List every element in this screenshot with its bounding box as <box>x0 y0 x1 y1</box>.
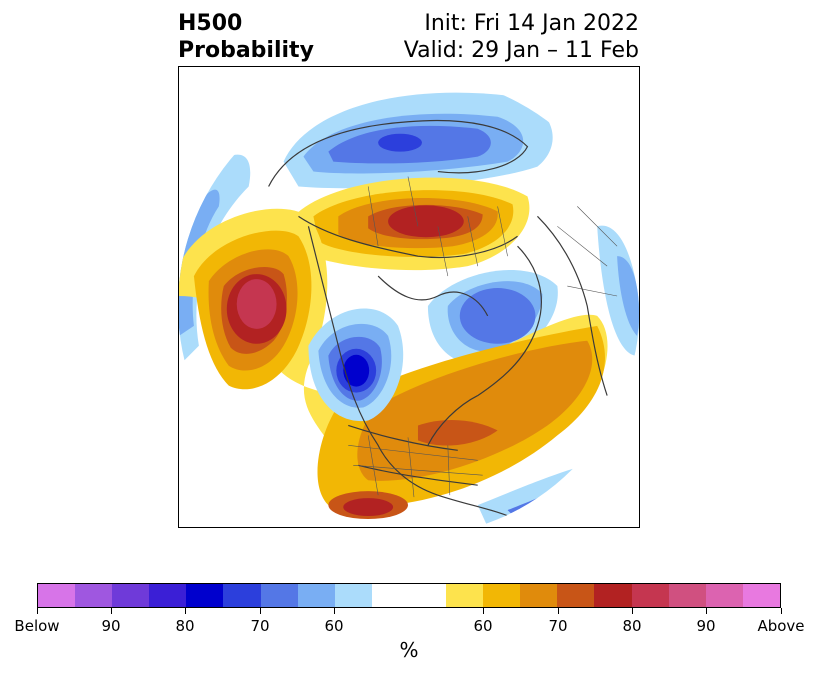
colorbar-tick-label: 70 <box>548 617 568 635</box>
colorbar-swatch <box>483 584 521 607</box>
colorbar-tick <box>333 608 335 614</box>
colorbar-swatch <box>408 584 447 607</box>
colorbar-tick-label: 60 <box>473 617 493 635</box>
colorbar-tick-label: Above <box>757 617 805 635</box>
colorbar-swatch <box>334 584 372 607</box>
colorbar-swatch <box>186 584 224 607</box>
colorbar-swatch <box>557 584 595 607</box>
probability-map <box>179 74 639 527</box>
colorbar-swatch <box>149 584 187 607</box>
colorbar-tick-label: 70 <box>250 617 270 635</box>
colorbar-tick-label: Below <box>14 617 60 635</box>
title-right: Init: Fri 14 Jan 2022 Valid: 29 Jan – 11… <box>404 10 639 64</box>
colorbar-tick <box>705 608 707 614</box>
colorbar-tick <box>631 608 633 614</box>
colorbar-tick <box>259 608 261 614</box>
title-variable: H500 <box>178 11 243 36</box>
colorbar-tick-label: 80 <box>622 617 642 635</box>
probability-shading <box>179 74 639 527</box>
colorbar-swatch <box>668 584 706 607</box>
colorbar-tick <box>780 608 782 614</box>
title-product: Probability <box>178 38 314 63</box>
colorbar-swatch <box>260 584 298 607</box>
colorbar-tick <box>482 608 484 614</box>
colorbar-tick <box>110 608 112 614</box>
colorbar-swatch <box>520 584 558 607</box>
colorbar-tick <box>557 608 559 614</box>
colorbar-tick <box>36 608 38 614</box>
colorbar-swatch <box>38 584 76 607</box>
colorbar-tick-label: 90 <box>696 617 716 635</box>
political-borders <box>348 176 618 498</box>
colorbar-swatch <box>594 584 632 607</box>
colorbar-tick-label: 80 <box>175 617 195 635</box>
colorbar-swatch <box>112 584 150 607</box>
title-valid-range: Valid: 29 Jan – 11 Feb <box>403 38 639 63</box>
map-frame <box>178 66 640 528</box>
colorbar-swatch <box>631 584 669 607</box>
title-left: H500 Probability <box>178 10 314 64</box>
colorbar-swatch <box>446 584 484 607</box>
colorbar-swatch <box>742 584 780 607</box>
colorbar-tick-label: 60 <box>324 617 344 635</box>
colorbar-unit-label: % <box>399 638 419 662</box>
colorbar-swatch <box>705 584 743 607</box>
colorbar-swatch <box>371 584 409 607</box>
colorbar-tick-label: 90 <box>101 617 121 635</box>
colorbar-tick <box>184 608 186 614</box>
title-init-date: Init: Fri 14 Jan 2022 <box>424 11 639 36</box>
colorbar-swatch <box>75 584 113 607</box>
colorbar-swatch <box>297 584 335 607</box>
coastlines <box>268 119 608 521</box>
colorbar <box>37 583 781 608</box>
colorbar-swatch <box>223 584 261 607</box>
